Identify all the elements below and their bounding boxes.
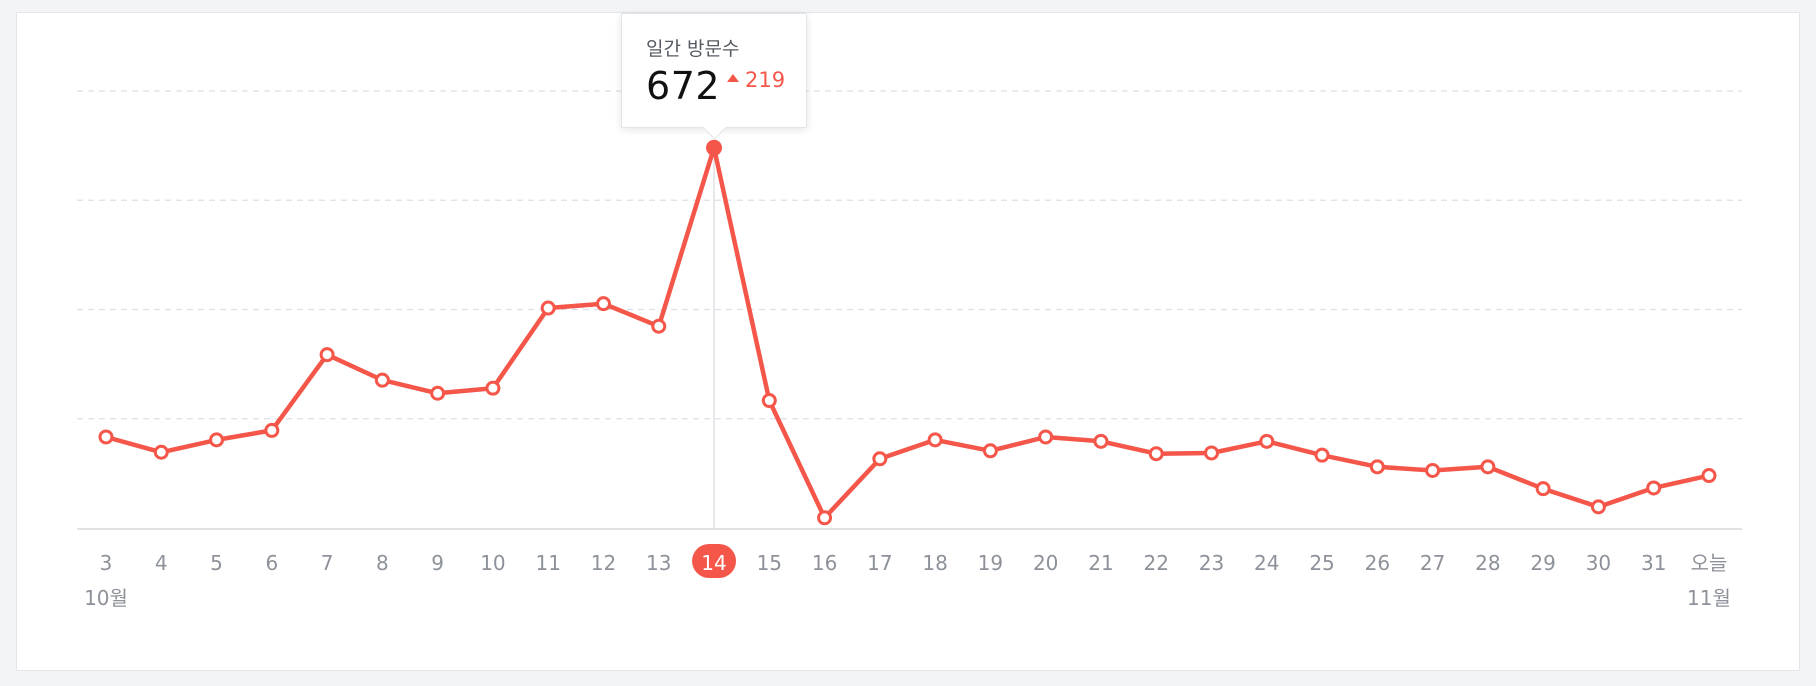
x-tick-label: 7 [321,551,334,575]
x-tick-label: 30 [1586,551,1611,575]
tooltip-delta: 219 [727,68,785,92]
x-tick-label: 14 [701,551,726,575]
data-point [319,347,335,363]
x-tick-label: 18 [922,551,947,575]
x-tick-label: 5 [210,551,223,575]
x-tick-label: 31 [1641,551,1666,575]
data-point [1701,468,1717,484]
tooltip: 일간 방문수 672 219 [621,12,808,140]
x-tick-label: 28 [1475,551,1500,575]
data-point [1646,480,1662,496]
data-point [1535,481,1551,497]
x-tick-label: 22 [1143,551,1168,575]
data-point [374,372,390,388]
data-point [1425,462,1441,478]
data-point [1148,446,1164,462]
tooltip-value: 672 [646,63,721,108]
line-chart: 3 4 5 6 7 8 9 10 11 12 13 14 15 16 17 18 19 20 21 22 23 24 25 2… [77,90,1742,610]
x-tick-label: 11 [535,551,560,575]
tooltip-label: 일간 방문수 [646,37,740,60]
tooltip-delta-value: 219 [745,67,786,92]
x-tick-label: 15 [757,551,782,575]
data-point [1204,445,1219,461]
x-tick-label: 3 [100,551,113,575]
data-point [98,429,114,445]
x-tick-label: 9 [431,551,444,575]
data-point [1369,459,1385,475]
x-tick-label: 26 [1365,551,1390,575]
x-tick-label: 8 [376,551,389,575]
x-tick-label: 16 [812,551,837,575]
data-point [264,422,280,438]
data-point [1259,433,1275,449]
month-label: 11월 [1687,586,1731,610]
x-tick-label: 24 [1254,551,1279,575]
data-point [153,444,169,460]
x-tick-label: 29 [1530,551,1555,575]
data-point [651,318,667,334]
x-tick-label: 25 [1309,551,1334,575]
x-tick-label: 23 [1199,551,1224,575]
data-point [595,296,611,312]
data-point [485,380,501,396]
data-point-highlighted [706,139,723,156]
x-tick-label: 13 [646,551,671,575]
up-triangle-icon [727,73,740,82]
x-tick-label: 4 [155,551,168,575]
x-tick-label: 19 [978,551,1003,575]
series-line [103,145,1712,521]
x-tick-label: 27 [1420,551,1445,575]
x-tick-label: 20 [1033,551,1058,575]
data-point [540,300,556,316]
chart-card: 3 4 5 6 7 8 9 10 11 12 13 14 15 16 17 18 19 20 21 22 23 24 25 2… [16,12,1800,671]
data-point [872,451,888,467]
data-point [927,432,943,448]
x-tick-label: 6 [265,551,278,575]
data-point [1590,499,1606,515]
data-point [1480,459,1496,475]
x-tick-label: 17 [867,551,892,575]
data-point [209,432,225,448]
x-tick-label: 오늘 [1691,551,1728,575]
data-point [982,443,998,459]
month-label: 10월 [84,586,128,610]
x-tick-label: 12 [591,551,616,575]
data-point [1038,429,1054,445]
data-point [761,393,777,409]
data-point [430,385,446,401]
data-point [1314,447,1330,463]
x-tick-label: 21 [1088,551,1113,575]
data-point [1093,433,1109,449]
x-tick-label: 10 [480,551,505,575]
data-point [817,510,833,526]
highlighted-tick-badge [692,544,737,578]
